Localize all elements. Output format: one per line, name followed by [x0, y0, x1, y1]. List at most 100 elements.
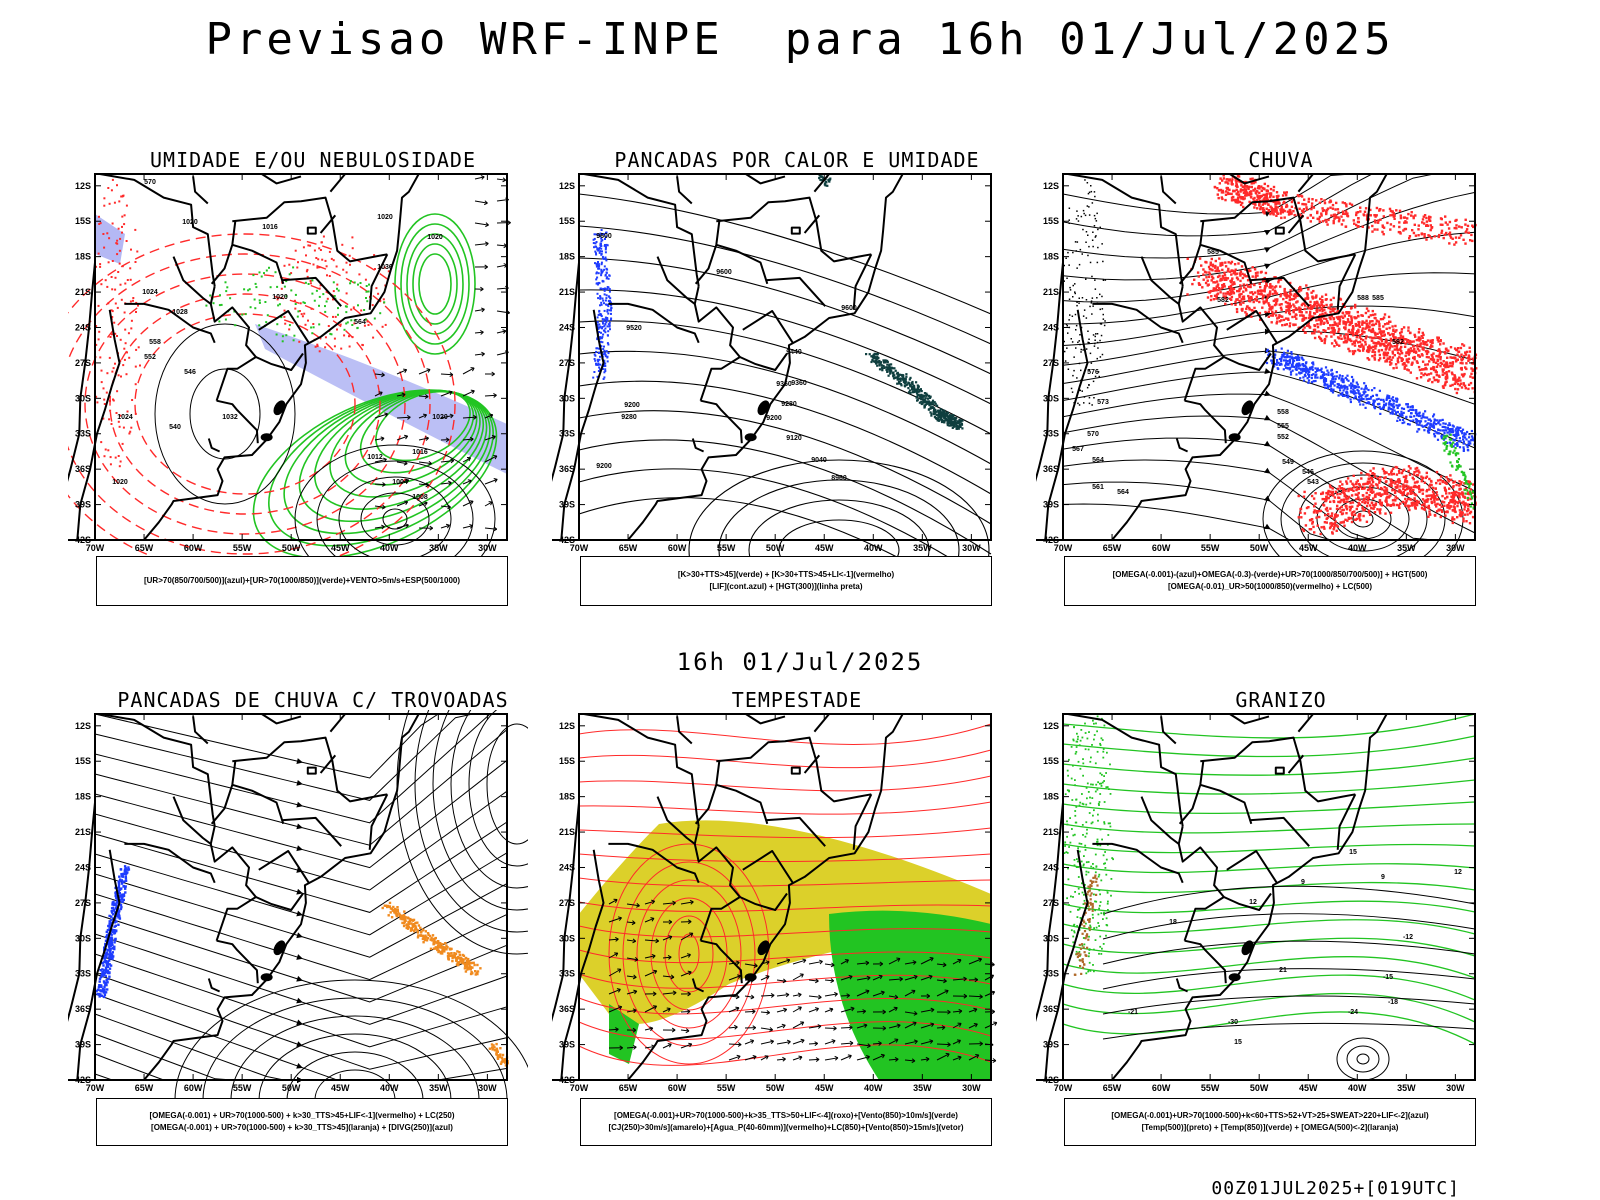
rain-area-red	[1463, 354, 1466, 358]
rain-area-red	[1374, 347, 1377, 350]
rain-area-blue	[1268, 352, 1271, 355]
rain-area-red	[1311, 522, 1314, 525]
rain-area-red	[1394, 495, 1397, 498]
rain-area-red	[1386, 503, 1389, 506]
wind-head	[470, 367, 475, 372]
rain-area-red	[1440, 231, 1443, 235]
rain-area-blue	[1325, 383, 1328, 386]
rain-area-red	[1343, 315, 1346, 318]
rain-area-red	[1274, 206, 1277, 209]
moisture-speckle-red	[131, 399, 134, 401]
convection-area	[878, 368, 882, 371]
lat-label: 36S	[75, 464, 91, 474]
rain-area-blue	[1323, 382, 1326, 385]
rain-area-red	[1364, 327, 1367, 330]
rain-area-blue	[1307, 379, 1311, 382]
rain-area-red	[1441, 385, 1445, 388]
rain-area-red	[1394, 480, 1398, 483]
rain-area-red	[1404, 354, 1407, 358]
rain-area-red	[1429, 497, 1433, 501]
convection-area	[939, 410, 942, 413]
rain-area-red	[1467, 387, 1470, 391]
rain-area-red	[1469, 381, 1473, 385]
rain-area-red	[1383, 334, 1386, 337]
rain-area-red	[1287, 294, 1291, 297]
rain-area-red	[1426, 363, 1429, 366]
rain-area-red	[1348, 338, 1352, 341]
wind-arrow	[374, 372, 385, 378]
moisture-speckle-red	[326, 297, 329, 300]
rain-area-blue	[1352, 389, 1355, 392]
rain-area-red	[1354, 322, 1357, 326]
rain-area-red	[1342, 322, 1345, 325]
moisture-speckle-red	[114, 288, 117, 291]
moisture-speckle-red	[309, 280, 312, 282]
panel-chuva: CHUVA 585 582 588 576 573 570 567 564 561 558 555 5…	[1036, 148, 1526, 628]
rain-area-red	[1344, 339, 1347, 343]
rain-area-red	[1295, 317, 1298, 320]
rain-area-red	[1248, 285, 1251, 288]
rain-area-red	[1258, 196, 1262, 199]
rain-area-red	[1358, 517, 1361, 520]
rain-area-red	[1419, 345, 1422, 348]
moisture-speckle-red	[316, 343, 319, 346]
lif-contour-blue	[605, 231, 608, 234]
rain-area-red	[1328, 201, 1331, 204]
rain-area-red	[1467, 354, 1471, 357]
rain-area-red	[1422, 222, 1426, 225]
rain-area-red	[1471, 357, 1474, 360]
rain-area-red	[1262, 193, 1265, 197]
convection-area	[953, 423, 956, 426]
rain-area-red	[1324, 298, 1327, 301]
rain-area-red	[1250, 182, 1253, 185]
convection-area	[961, 419, 964, 422]
rain-area-red	[1202, 273, 1205, 276]
rain-area-red	[1309, 214, 1312, 217]
rain-area-blue	[1433, 433, 1436, 436]
convection-area	[950, 423, 953, 426]
rain-area-blue	[1303, 369, 1306, 372]
rain-area-red	[1271, 292, 1274, 296]
convection-area	[925, 392, 928, 395]
lif-contour-blue	[597, 297, 600, 300]
country-border	[124, 302, 216, 344]
rain-area-red	[1253, 206, 1256, 209]
rain-area-blue	[1285, 355, 1289, 359]
rain-area-red	[1367, 347, 1370, 350]
rain-area-red	[1303, 326, 1306, 329]
rain-area-blue	[1363, 382, 1366, 385]
moisture-speckle-red	[351, 247, 354, 250]
rain-area-red	[1425, 238, 1428, 241]
moisture-speckle-red	[116, 306, 119, 309]
rain-area-red	[1205, 276, 1208, 279]
moisture-speckle-red	[103, 246, 106, 249]
wind-shaft	[440, 524, 450, 529]
rain-area-red	[1415, 470, 1418, 473]
rain-area-red	[1465, 230, 1468, 233]
rain-area-red	[1460, 511, 1463, 515]
rain-area-red	[1446, 356, 1449, 359]
wind-head	[403, 368, 408, 373]
rain-area-red	[1268, 192, 1271, 195]
rain-area-red	[1266, 184, 1270, 188]
rain-area-red	[1224, 265, 1228, 268]
rain-area-red	[1383, 344, 1386, 347]
rain-area-red	[1456, 388, 1460, 391]
rain-area-red	[1392, 367, 1395, 370]
rain-area-red	[1350, 494, 1354, 497]
rain-area-red	[1238, 295, 1241, 299]
rain-area-red	[1301, 202, 1304, 206]
moisture-speckle-red	[332, 315, 334, 318]
rain-area-red	[1255, 199, 1259, 202]
country-border	[608, 302, 700, 344]
wind-shaft	[484, 478, 498, 485]
convection-area	[898, 373, 901, 376]
wind-head	[381, 524, 385, 530]
rain-area-red	[1382, 233, 1385, 236]
rain-area-red	[1359, 345, 1362, 348]
rain-area-red	[1389, 363, 1392, 366]
rain-area-blue	[1350, 382, 1353, 385]
rain-area-red	[1429, 483, 1432, 486]
rain-area-red	[1228, 192, 1231, 195]
convection-area	[920, 390, 923, 393]
